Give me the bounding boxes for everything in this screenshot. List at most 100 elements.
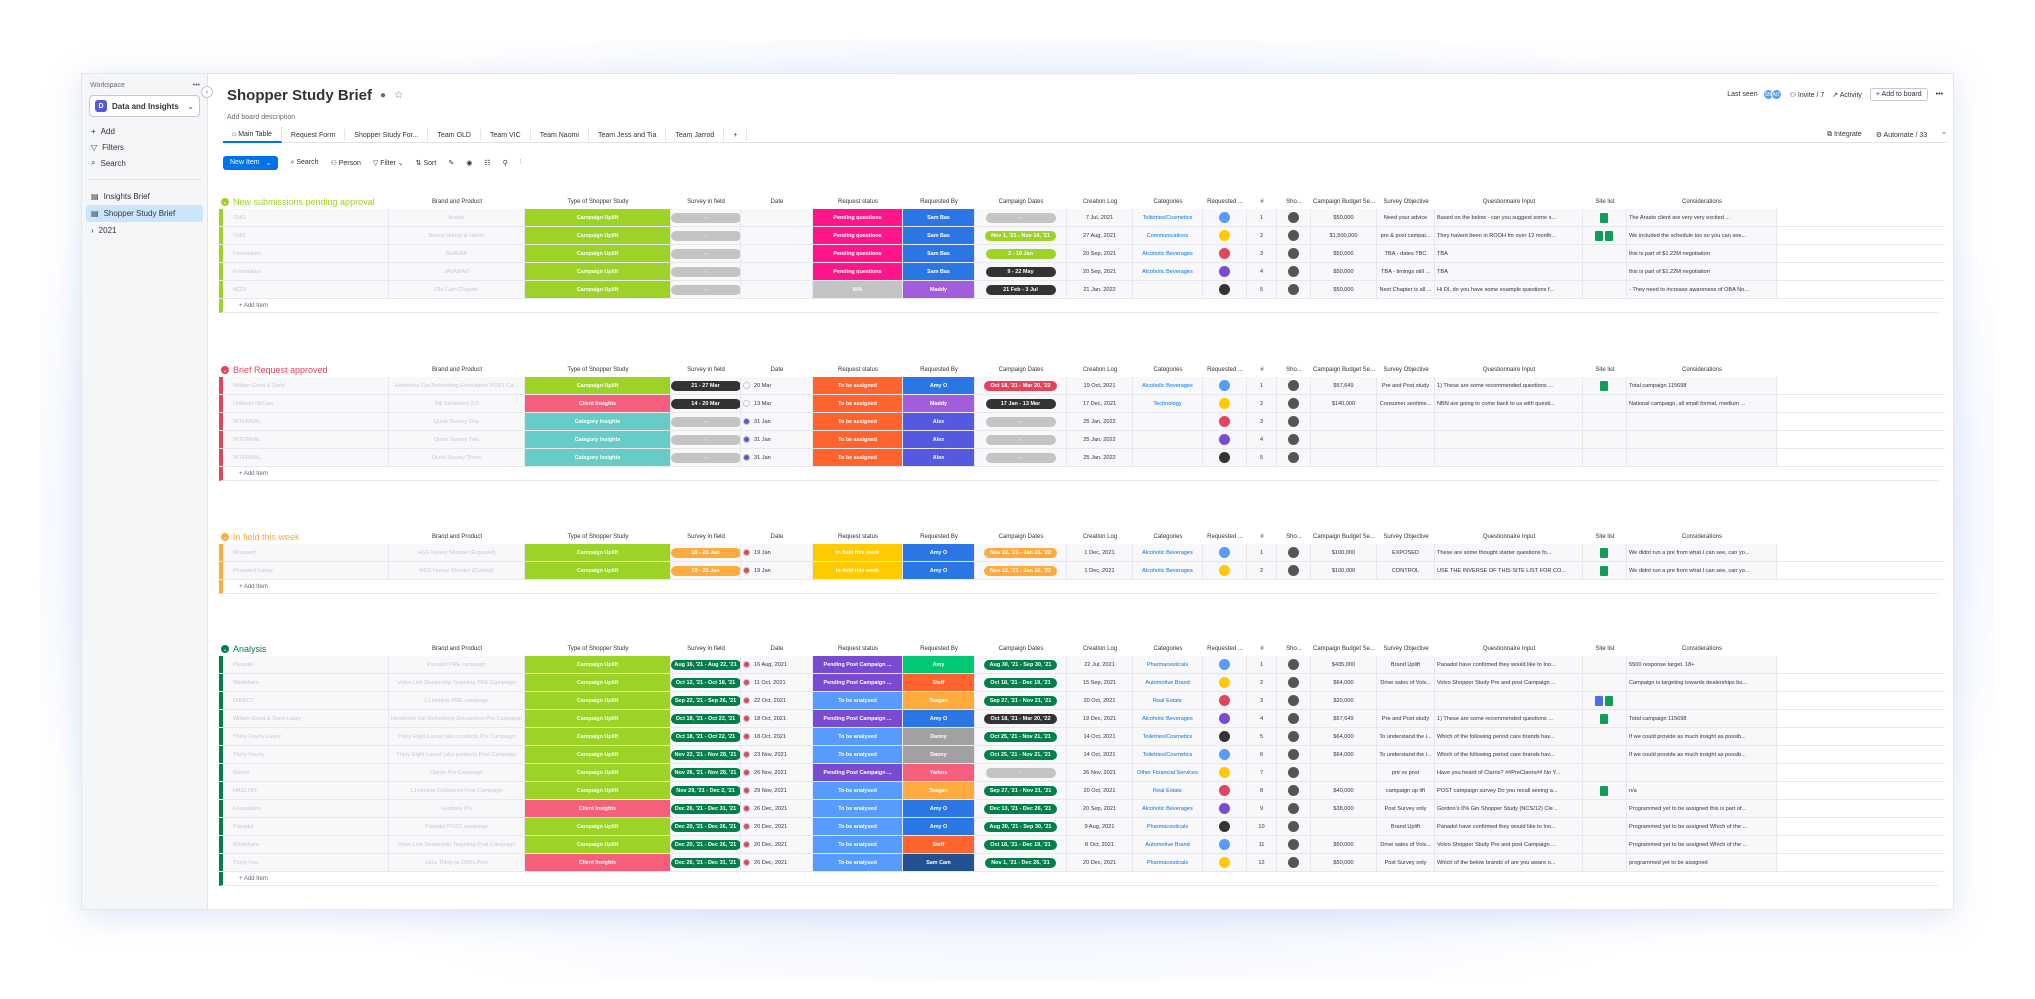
file-icon[interactable] (1594, 695, 1603, 706)
column-header[interactable]: Questionnaire Input (1435, 642, 1583, 656)
date-text[interactable]: 11 Oct, 2021 (754, 679, 786, 686)
table-row[interactable]: INTERNAL Quick Survey Three Category Insig… (219, 449, 1945, 467)
request-status-pill[interactable]: Pending questions (813, 227, 902, 244)
requester-avatar-cell[interactable] (1203, 263, 1247, 280)
date-text[interactable]: 26 Dec, 2021 (754, 859, 788, 866)
person-avatar[interactable] (1288, 434, 1299, 445)
group-title-text[interactable]: Analysis (233, 644, 267, 654)
site-list-cell[interactable] (1583, 209, 1627, 226)
campaign-dates-cell[interactable]: 21 Feb - 3 Jul (975, 281, 1067, 298)
shopper-avatar-cell[interactable] (1277, 818, 1311, 835)
sidebar-item-shopper-study-brief[interactable]: ▤ Shopper Study Brief (86, 205, 203, 222)
item-number-cell[interactable]: 2 (1247, 674, 1277, 691)
column-header[interactable]: # (1247, 642, 1277, 656)
questionnaire-cell[interactable]: Which of the following period care brand… (1435, 746, 1583, 763)
shopper-avatar-cell[interactable] (1277, 800, 1311, 817)
survey-dates-pill[interactable]: Dec 20, '21 - Dec 26, '21 (671, 839, 740, 850)
date-cell[interactable]: 23 Nov, 2021 (741, 746, 813, 763)
brand-cell[interactable]: SHAVAP (389, 245, 525, 262)
shopper-avatar-cell[interactable] (1277, 245, 1311, 262)
categories-cell[interactable]: Automotive Brand (1133, 674, 1203, 691)
considerations-cell[interactable] (1627, 449, 1777, 466)
avatar[interactable] (1219, 857, 1230, 868)
table-row[interactable]: INTERNAL Quick Survey Two Category Insight… (219, 431, 1945, 449)
file-icon[interactable] (1599, 547, 1608, 558)
request-status-pill[interactable]: Pending questions (813, 263, 902, 280)
requested-by-pill[interactable]: Sam Bas (903, 227, 974, 244)
table-row[interactable]: Foundation SHAVAP Campaign Uplift - Pending … (219, 245, 1945, 263)
survey-field-cell[interactable]: Dec 20, '21 - Dec 26, '21 (671, 818, 741, 835)
brand-text[interactable]: Arasto (448, 214, 465, 221)
requester-avatar-cell[interactable] (1203, 449, 1247, 466)
campaign-dates-cell[interactable]: Nov 22, '21 - Jan 16, '22 (975, 562, 1067, 579)
questionnaire-cell[interactable]: TBA (1435, 245, 1583, 262)
study-type-cell[interactable]: Campaign Uplift (525, 674, 671, 691)
site-list-cell[interactable] (1583, 728, 1627, 745)
person-filter-button[interactable]: ⚇ Person (330, 160, 361, 167)
item-name-text[interactable]: Mindshare (233, 841, 260, 848)
requested-by-cell[interactable]: Amy O (903, 800, 975, 817)
column-header[interactable]: Campaign Dates (975, 195, 1067, 209)
considerations-cell[interactable]: n/a (1627, 782, 1777, 799)
category-tag[interactable]: Real Estate (1153, 697, 1182, 704)
person-avatar[interactable] (1288, 266, 1299, 277)
considerations-cell[interactable] (1627, 764, 1777, 781)
campaign-dates-pill[interactable]: Nov 1, '21 - Dec 26, '21 (985, 857, 1056, 868)
person-avatar[interactable] (1288, 659, 1299, 670)
item-name[interactable]: Panadol (219, 818, 389, 835)
shopper-avatar-cell[interactable] (1277, 281, 1311, 298)
request-status-pill[interactable]: Pending Post Campaign ... (813, 710, 902, 727)
category-tag[interactable]: Alcoholic Beverages (1142, 549, 1193, 556)
requested-by-pill[interactable]: Amy O (903, 710, 974, 727)
considerations-cell[interactable]: We included the schedule too so you can … (1627, 227, 1777, 244)
automate-button[interactable]: ⚙ Automate / 33 (1875, 131, 1928, 139)
requester-avatar-cell[interactable] (1203, 245, 1247, 262)
board-description[interactable]: Add board description (227, 114, 296, 121)
column-header[interactable]: Survey Objective (1377, 195, 1435, 209)
study-type-pill[interactable]: Campaign Uplift (525, 227, 670, 244)
creation-log-cell[interactable]: 9 Aug, 2021 (1067, 818, 1133, 835)
survey-dates-pill[interactable]: - (671, 416, 740, 427)
shopper-avatar-cell[interactable] (1277, 227, 1311, 244)
add-item-row[interactable]: + Add Item (219, 872, 1939, 886)
survey-objective-cell[interactable]: EXPOSED (1377, 544, 1435, 561)
sort-button[interactable]: ⇅ Sort (415, 160, 437, 167)
study-type-cell[interactable]: Campaign Uplift (525, 656, 671, 673)
collapse-sidebar-button[interactable]: ‹ (201, 86, 213, 98)
date-text[interactable]: 20 Mar (754, 382, 772, 389)
campaign-dates-pill[interactable]: Oct 18, '21 - Dec 19, '21 (984, 839, 1057, 850)
requested-by-cell[interactable]: Sam Bas (903, 227, 975, 244)
requested-by-cell[interactable]: Danny (903, 728, 975, 745)
campaign-dates-cell[interactable]: Aug 30, '21 - Sep 30, '21 (975, 656, 1067, 673)
campaign-dates-cell[interactable]: Dec 13, '21 - Dec 26, '21 (975, 800, 1067, 817)
column-header[interactable]: Date (741, 530, 813, 544)
creation-log-cell[interactable]: 17 Dec, 2021 (1067, 395, 1133, 412)
campaign-dates-pill[interactable]: Aug 30, '21 - Sep 30, '21 (983, 821, 1058, 832)
workspace-selector[interactable]: D Data and Insights ⌄ (89, 95, 200, 117)
collapse-group-icon[interactable]: ⌄ (221, 198, 229, 206)
column-header[interactable]: Sho... (1277, 195, 1311, 209)
column-header[interactable]: Brand and Product (389, 642, 525, 656)
date-cell[interactable]: 26 Nov, 2021 (741, 764, 813, 781)
group-title-text[interactable]: Brief Request approved (233, 365, 328, 375)
study-type-pill[interactable]: Campaign Uplift (525, 728, 670, 745)
requested-by-pill[interactable]: Steff (903, 674, 974, 691)
request-status-cell[interactable]: Pending questions (813, 263, 903, 280)
survey-field-cell[interactable]: - (671, 209, 741, 226)
survey-objective-cell[interactable]: Consumer sentime... (1377, 395, 1435, 412)
avatar[interactable] (1219, 284, 1230, 295)
requested-by-pill[interactable]: Danny (903, 728, 974, 745)
budget-cell[interactable]: $140,000 (1311, 395, 1377, 412)
collapse-group-icon[interactable]: ⌄ (221, 533, 229, 541)
column-header[interactable]: Requested By (903, 195, 975, 209)
brand-cell[interactable]: Quick Survey Two (389, 431, 525, 448)
column-header[interactable]: Questionnaire Input (1435, 363, 1583, 377)
survey-dates-pill[interactable]: Nov 26, '21 - Nov 28, '21 (671, 767, 740, 778)
request-status-cell[interactable]: Pending Post Campaign ... (813, 656, 903, 673)
categories-cell[interactable]: Alcoholic Beverages (1133, 562, 1203, 579)
last-seen-avatars[interactable]: SB AO (1762, 89, 1782, 100)
shopper-avatar-cell[interactable] (1277, 377, 1311, 394)
date-text[interactable]: 29 Nov, 2021 (754, 787, 787, 794)
requested-by-cell[interactable]: Sam Bas (903, 209, 975, 226)
shopper-avatar-cell[interactable] (1277, 746, 1311, 763)
